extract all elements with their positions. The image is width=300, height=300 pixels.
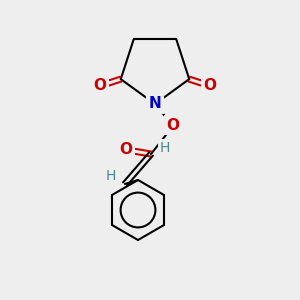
- Text: H: H: [106, 169, 116, 183]
- Text: O: O: [204, 78, 217, 93]
- Text: N: N: [148, 97, 161, 112]
- Text: O: O: [167, 118, 179, 133]
- Text: H: H: [160, 141, 170, 155]
- Text: O: O: [93, 78, 106, 93]
- Text: O: O: [119, 142, 133, 158]
